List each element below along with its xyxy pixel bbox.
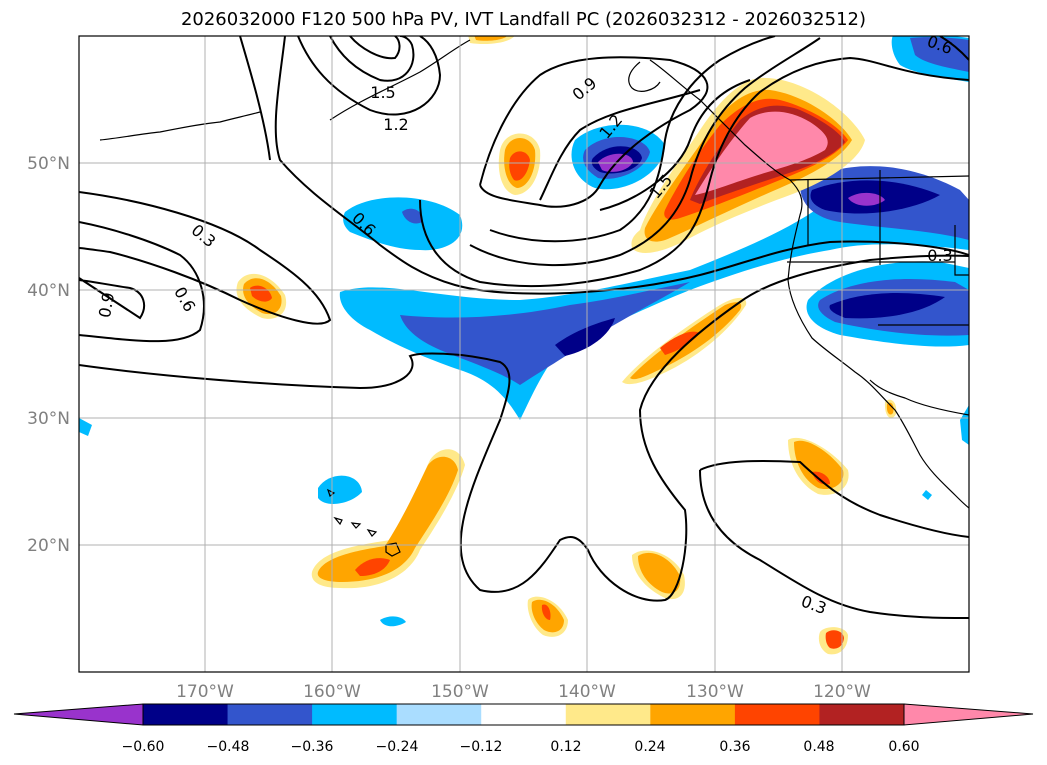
colorbar-label: −0.36 (291, 739, 334, 755)
lon-axis-labels: 170°W 160°W 150°W 140°W 130°W 120°W (176, 682, 871, 702)
colorbar-segment (819, 704, 905, 725)
colorbar-label: −0.48 (207, 739, 250, 755)
lon-tick-label: 170°W (176, 682, 234, 702)
colorbar-segment (650, 704, 736, 725)
colorbar-label: −0.12 (460, 739, 503, 755)
gridlines (79, 36, 969, 672)
colorbar-segment (481, 704, 567, 725)
lat-tick-label: 20°N (27, 536, 70, 556)
map-title: 2026032000 F120 500 hPa PV, IVT Landfall… (180, 9, 867, 30)
lat-tick-label: 40°N (27, 281, 70, 301)
lon-tick-label: 160°W (303, 682, 361, 702)
colorbar-segment (227, 704, 313, 725)
contour-label: 1.5 (370, 83, 395, 102)
colorbar-segment (396, 704, 482, 725)
colorbar: −0.60 −0.48 −0.36 −0.24 −0.12 0.12 0.24 … (13, 703, 1034, 755)
colorbar-label: −0.60 (122, 739, 165, 755)
islands (326, 488, 401, 557)
colorbar-segment (734, 704, 820, 725)
colorbar-segment (565, 704, 651, 725)
lat-tick-label: 30°N (27, 409, 70, 429)
contour-label: 1.2 (383, 115, 408, 134)
colorbar-frame (142, 703, 905, 726)
pv-contours (79, 36, 969, 619)
lon-tick-label: 150°W (431, 682, 489, 702)
colorbar-segment (143, 704, 229, 725)
lon-tick-label: 130°W (686, 682, 744, 702)
lat-axis-labels: 50°N 40°N 30°N 20°N (27, 154, 70, 556)
lon-tick-label: 120°W (813, 682, 871, 702)
colorbar-label: 0.48 (803, 739, 834, 755)
plot-frame (78, 35, 970, 673)
lat-tick-label: 50°N (27, 154, 70, 174)
colorbar-label: 0.12 (550, 739, 581, 755)
contour-label: 0.9 (95, 291, 118, 319)
lon-tick-label: 140°W (558, 682, 616, 702)
pv-shading (79, 36, 969, 655)
colorbar-label: 0.24 (634, 739, 665, 755)
colorbar-label: 0.36 (719, 739, 750, 755)
colorbar-extend-high (903, 703, 1034, 726)
colorbar-label: 0.60 (888, 739, 919, 755)
colorbar-label: −0.24 (376, 739, 419, 755)
coastlines (99, 39, 969, 509)
colorbar-extend-low (13, 703, 144, 726)
contour-label: 0.3 (927, 246, 952, 265)
colorbar-segment (312, 704, 398, 725)
